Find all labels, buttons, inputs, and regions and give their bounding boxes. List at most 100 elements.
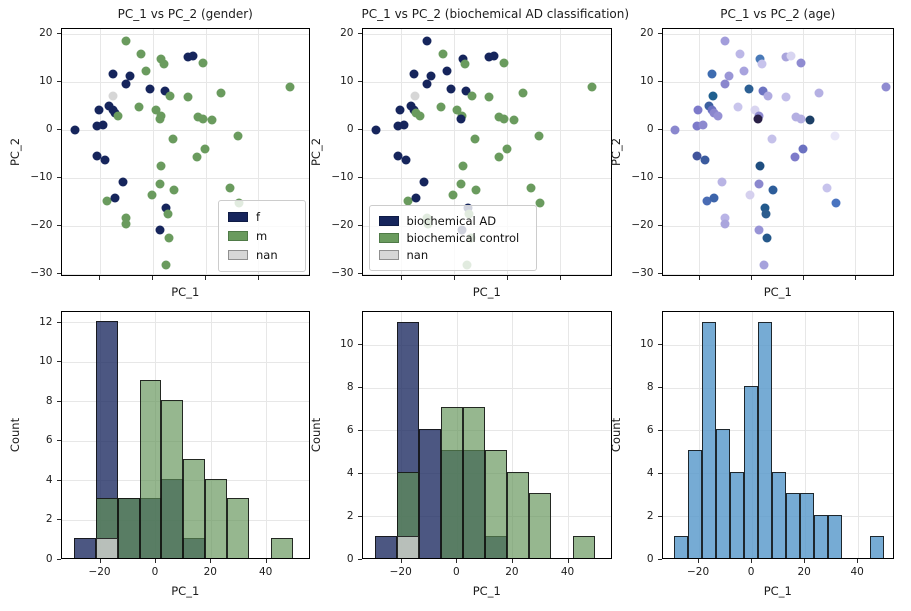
legend-item-label: biochemical AD bbox=[406, 214, 497, 229]
scatter-point bbox=[165, 91, 175, 101]
scatter-point bbox=[100, 155, 110, 165]
y-tick-mark bbox=[56, 519, 61, 521]
y-tick-label: 8 bbox=[45, 394, 53, 407]
y-tick-label: 6 bbox=[646, 423, 654, 436]
x-tick-label: 40 bbox=[259, 565, 273, 578]
scatter-point bbox=[188, 51, 198, 61]
scatter-point bbox=[499, 58, 509, 68]
y-tick-label: −20 bbox=[631, 219, 654, 232]
scatter-point bbox=[436, 102, 446, 112]
x-tick-label: −20 bbox=[389, 565, 412, 578]
y-tick-label: 4 bbox=[45, 473, 53, 486]
y-tick-label: 8 bbox=[646, 381, 654, 394]
legend: f m nan bbox=[218, 200, 306, 272]
legend-item-label: biochemical control bbox=[406, 231, 520, 245]
scatter-point bbox=[757, 59, 767, 69]
plot-area-6 bbox=[661, 310, 894, 559]
scatter-point bbox=[461, 86, 471, 96]
y-tick-mark bbox=[56, 400, 61, 402]
hist-bar bbox=[183, 458, 206, 558]
scatter-point bbox=[156, 161, 166, 171]
y-tick-mark bbox=[657, 558, 662, 560]
scatter-point bbox=[193, 112, 203, 122]
scatter-point bbox=[750, 105, 760, 115]
scatter-point bbox=[156, 54, 166, 64]
x-tick-mark bbox=[804, 558, 806, 563]
scatter-point bbox=[458, 161, 468, 171]
scatter-point bbox=[125, 71, 135, 81]
scatter-point bbox=[720, 213, 730, 223]
scatter-point bbox=[395, 105, 405, 115]
scatter-point bbox=[739, 66, 749, 76]
y-tick-label: 8 bbox=[346, 381, 354, 394]
x-tick-mark bbox=[99, 558, 101, 563]
y-tick-mark bbox=[56, 440, 61, 442]
scatter-point bbox=[753, 114, 763, 124]
y-axis-label: PC_2 bbox=[608, 137, 623, 167]
legend-item-label: m bbox=[256, 229, 268, 243]
y-tick-mark bbox=[657, 344, 662, 346]
x-tick-mark bbox=[854, 276, 856, 280]
y-tick-mark bbox=[657, 515, 662, 517]
scatter-point bbox=[720, 36, 730, 45]
y-tick-label: 10 bbox=[340, 338, 354, 351]
scatter-point bbox=[118, 177, 128, 187]
hist-bar bbox=[506, 471, 529, 558]
x-tick-mark bbox=[152, 276, 154, 280]
y-tick-label: 6 bbox=[346, 423, 354, 436]
x-tick-mark bbox=[205, 276, 207, 280]
y-tick-label: 0 bbox=[45, 123, 53, 136]
hist-bar bbox=[396, 536, 419, 558]
gridline bbox=[152, 29, 154, 275]
y-tick-mark bbox=[56, 479, 61, 481]
gridline bbox=[61, 225, 309, 227]
hist-bar bbox=[673, 536, 688, 558]
gridline bbox=[362, 33, 611, 35]
x-tick-label: 20 bbox=[505, 565, 519, 578]
scatter-point bbox=[484, 52, 494, 62]
scatter-point bbox=[121, 213, 131, 223]
scatter-point bbox=[452, 105, 462, 115]
scatter-point bbox=[781, 92, 791, 102]
plot-area-1: f m nan bbox=[60, 28, 310, 276]
x-axis-label: PC_1 bbox=[171, 285, 200, 299]
hist-bar bbox=[227, 498, 249, 558]
gridline bbox=[61, 81, 309, 83]
y-axis-label: PC_2 bbox=[7, 137, 22, 167]
scatter-point bbox=[720, 219, 730, 229]
hist-bar bbox=[572, 536, 595, 558]
gridline bbox=[512, 311, 514, 558]
scatter-point bbox=[518, 88, 528, 98]
scatter-point bbox=[168, 134, 178, 144]
y-tick-mark bbox=[56, 273, 61, 275]
scatter-point bbox=[796, 58, 806, 68]
scatter-point bbox=[145, 84, 155, 94]
hist-bar bbox=[800, 493, 815, 558]
scatter-point bbox=[160, 86, 170, 96]
x-tick-mark bbox=[751, 558, 753, 563]
scatter-point bbox=[509, 115, 519, 125]
x-tick-mark bbox=[559, 276, 561, 280]
y-tick-mark bbox=[357, 558, 362, 560]
scatter-point bbox=[285, 82, 295, 92]
x-tick-mark bbox=[265, 558, 267, 563]
x-tick-mark bbox=[400, 558, 402, 563]
scatter-point bbox=[136, 49, 146, 59]
scatter-point bbox=[798, 144, 808, 154]
y-tick-mark bbox=[657, 472, 662, 474]
gridline bbox=[662, 225, 893, 227]
scatter-point bbox=[702, 196, 712, 206]
x-tick-mark bbox=[154, 558, 156, 563]
gridline bbox=[662, 430, 893, 432]
plot-title: PC_1 vs PC_2 (age) bbox=[720, 7, 836, 21]
gridline bbox=[568, 311, 570, 558]
y-tick-label: 10 bbox=[640, 338, 654, 351]
scatter-point bbox=[225, 183, 235, 193]
x-axis-label: PC_1 bbox=[763, 285, 792, 299]
scatter-point bbox=[460, 59, 470, 69]
scatter-point bbox=[121, 79, 131, 89]
legend-swatch bbox=[228, 231, 248, 241]
y-axis-label: Count bbox=[608, 417, 623, 452]
scatter-point bbox=[371, 125, 381, 135]
x-tick-label: 40 bbox=[560, 565, 575, 578]
